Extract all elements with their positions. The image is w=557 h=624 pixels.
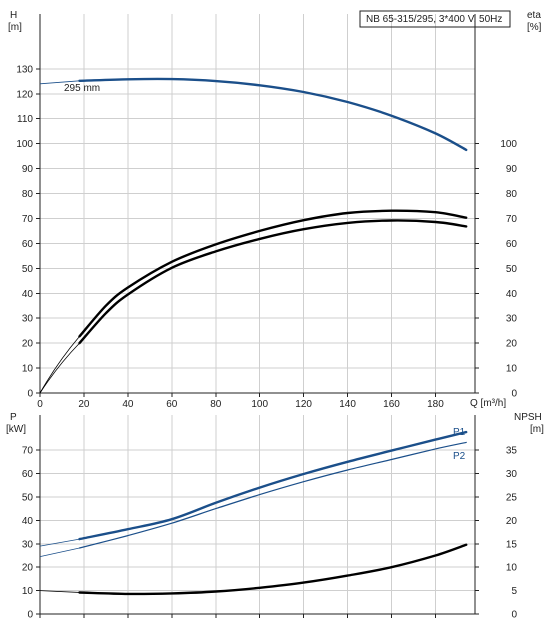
series-line-1-1 [78, 441, 467, 549]
y-right-tick-label: 20 [506, 516, 518, 527]
bottom-right-axis-label-2: [m] [530, 424, 544, 435]
x-tick-label: 160 [383, 399, 400, 410]
top-left-axis-label-2: [m] [8, 22, 22, 33]
y-right-tick-label: 10 [506, 364, 518, 375]
y-right-tick-label: 80 [506, 189, 518, 200]
series-line-0-2 [78, 219, 468, 345]
y-left-tick-label: 120 [16, 89, 33, 100]
y-right-tick-label: 5 [511, 586, 517, 597]
x-axis-label: Q [m³/h] [470, 398, 506, 409]
y-right-tick-label: 70 [506, 214, 518, 225]
y-left-tick-label: 30 [22, 539, 34, 550]
top-right-axis-label-1: eta [527, 10, 541, 21]
y-right-tick-label: 40 [506, 289, 518, 300]
series-line-0-1 [78, 209, 468, 338]
y-left-tick-label: 80 [22, 189, 34, 200]
bottom-left-axis-label-1: P [10, 412, 17, 423]
series-extension-0-0 [39, 80, 80, 85]
series-extension-1-1 [39, 547, 80, 558]
y-left-tick-label: 110 [17, 114, 33, 125]
y-right-tick-label: 30 [506, 314, 518, 325]
bottom-right-axis-label-1: NPSH [514, 412, 542, 423]
y-left-tick-label: 50 [22, 264, 34, 275]
y-left-tick-label: 40 [22, 516, 34, 527]
x-tick-label: 80 [210, 399, 222, 410]
series-extension-0-2 [39, 342, 80, 394]
y-right-tick-label: 90 [506, 164, 518, 175]
y-left-tick-label: 0 [27, 389, 33, 400]
y-right-tick-label: 100 [500, 139, 517, 150]
x-tick-label: 100 [251, 399, 268, 410]
y-left-tick-label: 90 [22, 164, 34, 175]
bottom-left-axis-label-2: [kW] [6, 424, 26, 435]
series-extension-1-2 [39, 590, 80, 593]
series-label-p1: P1 [453, 427, 466, 438]
y-left-tick-label: 100 [16, 139, 33, 150]
y-left-tick-label: 0 [27, 610, 33, 621]
y-left-tick-label: 60 [22, 239, 34, 250]
y-right-tick-label: 60 [506, 239, 518, 250]
series-line-0-0 [78, 77, 468, 152]
y-right-tick-label: 50 [506, 264, 518, 275]
y-right-tick-label: 20 [506, 339, 518, 350]
y-right-tick-label: 0 [511, 610, 517, 621]
y-right-tick-label: 35 [506, 446, 518, 457]
y-left-tick-label: 10 [22, 586, 34, 597]
y-right-tick-label: 30 [506, 469, 518, 480]
x-tick-label: 180 [427, 399, 444, 410]
impeller-diameter-annotation: 295 mm [64, 83, 100, 94]
y-left-tick-label: 20 [22, 339, 34, 350]
y-left-tick-label: 40 [22, 289, 34, 300]
x-tick-label: 140 [339, 399, 356, 410]
x-tick-label: 40 [122, 399, 134, 410]
y-left-tick-label: 50 [22, 492, 34, 503]
y-left-tick-label: 20 [22, 563, 34, 574]
y-right-tick-label: 0 [511, 389, 517, 400]
y-left-tick-label: 10 [22, 364, 34, 375]
series-label-p2: P2 [453, 451, 466, 462]
top-left-axis-label-1: H [10, 10, 17, 21]
y-left-tick-label: 70 [22, 214, 34, 225]
y-right-tick-label: 25 [506, 492, 518, 503]
chart-title-box [359, 10, 511, 28]
series-line-1-0 [78, 430, 468, 541]
y-right-tick-label: 10 [506, 563, 518, 574]
top-right-axis-label-2: [%] [527, 22, 542, 33]
series-extension-1-0 [39, 538, 80, 547]
series-line-1-2 [78, 543, 468, 596]
x-tick-label: 120 [295, 399, 312, 410]
y-left-tick-label: 30 [22, 314, 34, 325]
y-right-tick-label: 15 [506, 539, 518, 550]
x-tick-label: 60 [166, 399, 178, 410]
y-left-tick-label: 60 [22, 469, 34, 480]
x-tick-label: 0 [37, 399, 43, 410]
x-tick-label: 20 [78, 399, 90, 410]
chart-title: NB 65-315/295, 3*400 V, 50Hz [366, 14, 502, 25]
y-left-tick-label: 70 [22, 446, 34, 457]
y-left-tick-label: 130 [16, 64, 33, 75]
